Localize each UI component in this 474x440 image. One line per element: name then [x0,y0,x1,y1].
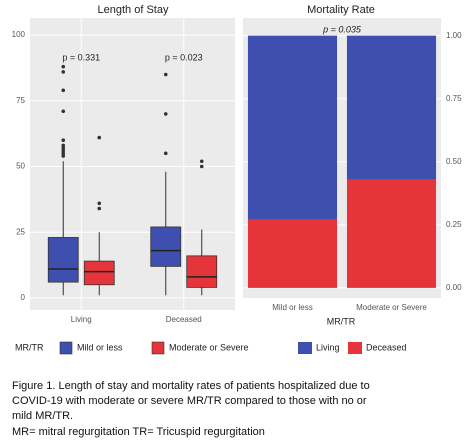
outlier [61,148,66,153]
legend-label: Deceased [366,342,407,352]
x-tick-label: Living [71,315,92,324]
annotation: p = 0.035 [322,24,362,34]
legend-label: Living [316,342,340,352]
legend-label: Mild or less [77,342,123,352]
outlier [61,64,66,69]
y-tick-label: 25 [16,227,25,236]
outlier [61,70,66,74]
outlier [61,138,66,143]
outlier [61,154,66,158]
legend-key [59,341,73,355]
y-tick-label: 0.50 [446,157,462,166]
y-tick-label: 50 [16,162,25,171]
box [186,255,218,288]
outlier [97,135,102,140]
outlier [163,151,168,156]
caption: mild MR/TR. [12,410,73,422]
caption: COVID-19 with moderate or severe MR/TR c… [12,395,367,407]
x-tick-label: Moderate or Severe [356,303,427,312]
y-tick-label: 0.75 [446,94,462,103]
outlier [97,201,102,206]
chart-title: Length of Stay [98,4,169,16]
y-tick-label: 1.00 [446,31,462,40]
annotation: p = 0.331 [62,52,100,62]
annotation: p = 0.023 [165,52,203,62]
y-tick-label: 100 [12,30,26,39]
legend-label: Moderate or Severe [169,342,249,352]
caption: Figure 1. Length of stay and mortality r… [12,380,370,392]
outlier [61,88,66,93]
bar [247,35,338,220]
box [150,226,182,267]
x-tick-label: Mild or less [272,303,312,312]
outlier [163,72,168,77]
x-axis-label: MR/TR [327,316,356,326]
bar [346,179,437,288]
legend-key [348,342,362,354]
outlier [199,159,204,164]
bar [247,219,338,288]
legend-title: MR/TR [15,342,44,352]
bar [346,35,437,180]
outlier [61,109,66,114]
outlier [97,206,102,211]
box [47,237,79,283]
outlier [61,151,66,156]
x-tick-label: Deceased [166,315,202,324]
box [83,260,115,286]
outlier [61,146,66,150]
legend-key [151,341,165,355]
y-tick-label: 75 [16,96,25,105]
caption: MR= mitral regurgitation TR= Tricuspid r… [12,426,265,438]
outlier [199,164,204,169]
legend-key [298,342,312,354]
y-tick-label: 0 [21,293,26,302]
outlier [61,143,66,148]
y-tick-label: 0.00 [446,283,462,292]
chart-title: Mortality Rate [307,4,375,16]
outlier [163,112,168,116]
y-tick-label: 0.25 [446,220,462,229]
